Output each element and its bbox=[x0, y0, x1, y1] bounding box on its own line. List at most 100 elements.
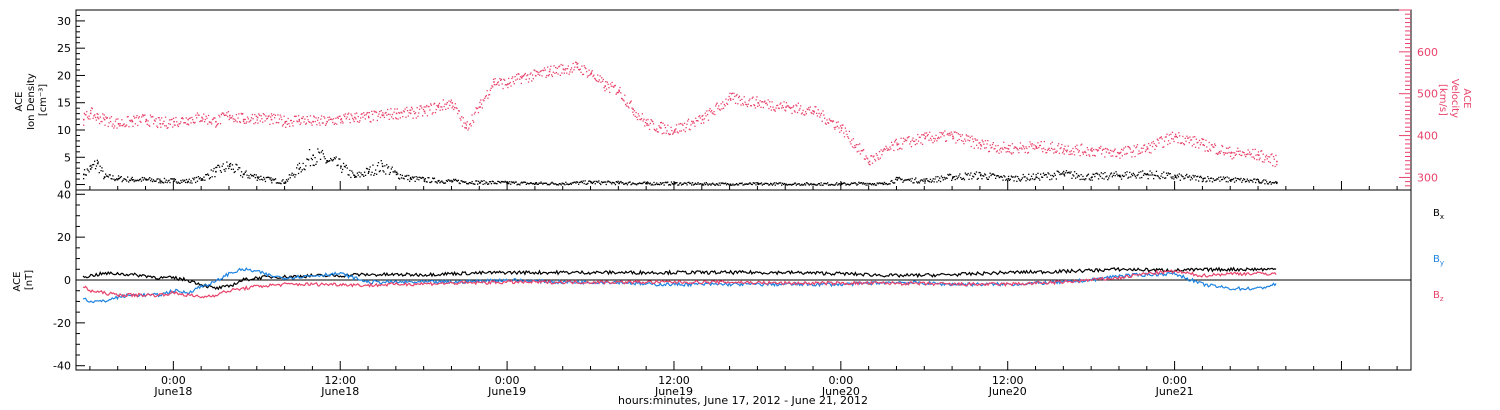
data-point bbox=[1117, 152, 1119, 154]
data-point bbox=[1197, 141, 1199, 144]
data-point bbox=[1222, 145, 1224, 148]
data-point bbox=[903, 180, 905, 182]
data-point bbox=[489, 181, 492, 183]
data-point bbox=[351, 170, 353, 172]
data-point bbox=[676, 182, 678, 184]
data-point bbox=[126, 116, 128, 118]
data-point bbox=[1061, 173, 1063, 175]
data-point bbox=[131, 120, 134, 123]
data-point bbox=[1193, 143, 1195, 145]
data-point bbox=[133, 180, 135, 183]
data-point bbox=[448, 100, 450, 102]
data-point bbox=[707, 119, 710, 121]
data-point bbox=[350, 176, 352, 179]
data-point bbox=[854, 182, 856, 184]
data-point bbox=[838, 183, 841, 185]
data-point bbox=[1223, 178, 1226, 180]
data-point bbox=[1070, 150, 1072, 152]
data-point bbox=[376, 119, 378, 122]
data-point bbox=[1170, 133, 1172, 135]
data-point bbox=[582, 73, 584, 76]
data-point bbox=[465, 124, 468, 126]
velocity-axis-title-line1: ACE bbox=[1461, 88, 1472, 108]
data-point bbox=[404, 175, 406, 177]
data-point bbox=[1007, 180, 1009, 182]
data-point bbox=[807, 183, 809, 185]
data-point bbox=[514, 76, 516, 78]
data-point bbox=[1189, 179, 1192, 181]
data-point bbox=[139, 120, 141, 122]
data-point bbox=[612, 85, 614, 88]
data-point bbox=[1187, 176, 1190, 178]
data-point bbox=[108, 174, 110, 176]
data-point bbox=[114, 120, 117, 122]
series-by bbox=[82, 267, 1277, 304]
data-point bbox=[1245, 153, 1248, 156]
data-point bbox=[560, 63, 562, 66]
data-point bbox=[298, 168, 301, 170]
data-point bbox=[803, 184, 805, 186]
data-point bbox=[838, 127, 840, 129]
data-point bbox=[860, 150, 862, 152]
data-point bbox=[601, 80, 604, 82]
data-point bbox=[929, 131, 931, 133]
data-point bbox=[555, 66, 557, 69]
data-point bbox=[367, 115, 370, 117]
data-point bbox=[638, 182, 640, 184]
data-point bbox=[412, 117, 414, 119]
data-point bbox=[103, 114, 105, 116]
data-point bbox=[699, 183, 701, 185]
data-point bbox=[1112, 174, 1114, 176]
data-point bbox=[342, 162, 345, 165]
data-point bbox=[361, 174, 363, 176]
data-point bbox=[1157, 175, 1159, 177]
data-point bbox=[1242, 179, 1244, 182]
data-point bbox=[440, 181, 442, 183]
data-point bbox=[309, 115, 312, 117]
data-point bbox=[526, 75, 528, 77]
data-point bbox=[235, 120, 237, 122]
data-point bbox=[1172, 138, 1174, 140]
data-point bbox=[397, 118, 399, 120]
data-point bbox=[463, 122, 465, 124]
data-point bbox=[144, 178, 146, 180]
data-point bbox=[1086, 175, 1088, 177]
data-point bbox=[84, 114, 86, 116]
data-point bbox=[450, 179, 452, 182]
data-point bbox=[421, 107, 423, 109]
data-point bbox=[614, 84, 616, 87]
data-point bbox=[496, 183, 498, 185]
data-point bbox=[783, 101, 785, 103]
data-point bbox=[721, 108, 723, 110]
data-point bbox=[1039, 144, 1041, 147]
data-point bbox=[295, 174, 297, 176]
data-point bbox=[1005, 179, 1007, 181]
data-point bbox=[646, 181, 649, 183]
data-point bbox=[207, 114, 210, 117]
data-point bbox=[920, 179, 922, 181]
data-point bbox=[1082, 153, 1084, 155]
data-point bbox=[683, 182, 685, 184]
data-point bbox=[221, 112, 223, 114]
data-point bbox=[477, 183, 479, 185]
data-point bbox=[769, 101, 771, 103]
data-point bbox=[954, 131, 956, 133]
data-point bbox=[558, 65, 561, 67]
data-point bbox=[312, 120, 314, 123]
data-point bbox=[270, 113, 273, 115]
data-point bbox=[972, 141, 975, 143]
data-point bbox=[475, 107, 477, 109]
data-point bbox=[289, 177, 291, 179]
data-point bbox=[1144, 173, 1147, 175]
data-point bbox=[227, 111, 230, 113]
data-point bbox=[874, 158, 876, 161]
data-point bbox=[574, 66, 576, 68]
data-point bbox=[729, 97, 732, 100]
data-point bbox=[282, 179, 284, 181]
data-point bbox=[760, 182, 763, 184]
data-point bbox=[1027, 151, 1030, 154]
data-point bbox=[1014, 176, 1016, 178]
data-point bbox=[269, 123, 271, 125]
data-point bbox=[266, 117, 269, 120]
data-point bbox=[196, 112, 199, 114]
